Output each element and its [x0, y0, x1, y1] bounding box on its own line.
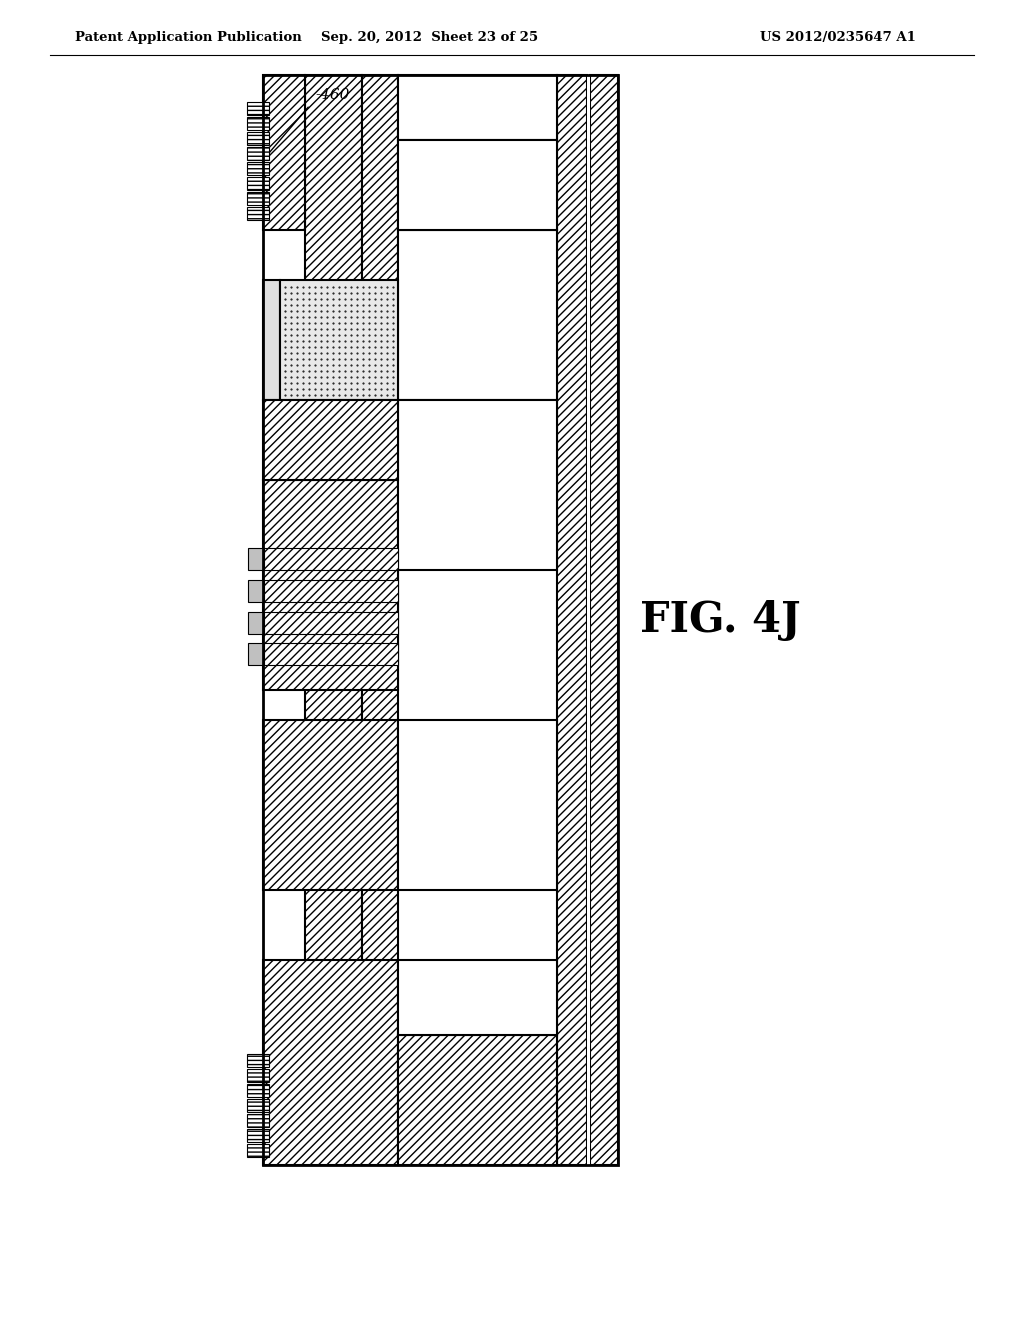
Bar [247, 1129, 269, 1142]
Bar [398, 960, 557, 1035]
Bar [247, 1084, 269, 1097]
Bar [247, 132, 269, 145]
Bar [398, 75, 557, 1166]
Bar [398, 230, 557, 400]
Bar [247, 1114, 269, 1127]
Bar [264, 643, 398, 665]
Bar [398, 719, 557, 890]
Bar [305, 75, 362, 1166]
Bar [263, 960, 398, 1166]
Bar [590, 75, 618, 1166]
Bar [398, 1035, 557, 1166]
Bar [248, 643, 264, 665]
Bar [263, 280, 280, 400]
Bar [398, 140, 557, 230]
Bar [587, 75, 590, 1166]
Text: FIG. 4J: FIG. 4J [640, 599, 801, 642]
Bar [264, 579, 398, 602]
Text: US 2012/0235647 A1: US 2012/0235647 A1 [760, 30, 915, 44]
Bar [263, 719, 398, 890]
Bar [248, 579, 264, 602]
Bar [263, 480, 398, 690]
Bar [557, 75, 587, 1166]
Text: -460: -460 [315, 88, 349, 102]
Bar [247, 117, 269, 129]
Bar [362, 75, 398, 1166]
Text: Patent Application Publication: Patent Application Publication [75, 30, 302, 44]
Text: Sep. 20, 2012  Sheet 23 of 25: Sep. 20, 2012 Sheet 23 of 25 [322, 30, 539, 44]
Bar [263, 75, 305, 230]
Bar [263, 400, 398, 480]
Bar [247, 191, 269, 205]
Bar [247, 147, 269, 160]
Bar [247, 102, 269, 115]
Bar [398, 400, 557, 570]
Bar [247, 207, 269, 220]
Bar [264, 612, 398, 634]
Bar [247, 1100, 269, 1111]
Bar [264, 548, 398, 570]
Bar [247, 1053, 269, 1067]
Bar [247, 1069, 269, 1082]
Bar [247, 162, 269, 176]
Bar [247, 177, 269, 190]
Bar [280, 280, 398, 400]
Bar [263, 75, 618, 1166]
Bar [248, 612, 264, 634]
Bar [248, 548, 264, 570]
Bar [247, 1144, 269, 1158]
Bar [398, 75, 557, 140]
